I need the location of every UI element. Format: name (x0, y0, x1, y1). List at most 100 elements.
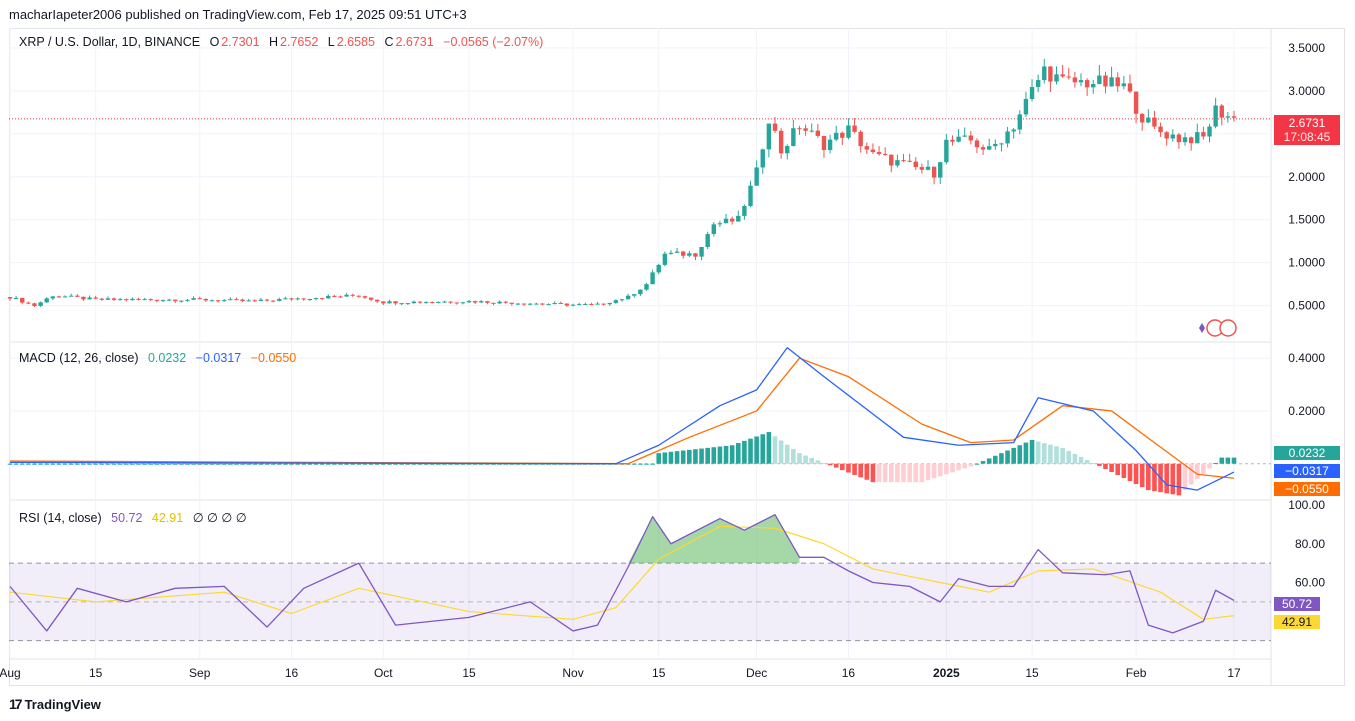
candle-body (1146, 117, 1151, 123)
candle-body (1042, 66, 1047, 81)
candle-body (889, 154, 894, 166)
macd-histogram-bar (148, 463, 154, 465)
macd-histogram-bar (301, 463, 307, 465)
candle-body (1023, 98, 1029, 115)
candle-body (130, 298, 135, 301)
candle-body (387, 301, 392, 304)
macd-line-value: −0.0317 (195, 351, 242, 365)
macd-histogram-bar (203, 463, 209, 465)
symbol-label[interactable]: XRP / U.S. Dollar, 1D, BINANCE (19, 35, 201, 49)
macd-histogram-bar (19, 463, 25, 465)
rsi-title[interactable]: RSI (14, close) (19, 511, 102, 525)
candle-body (944, 139, 949, 163)
macd-histogram-bar (699, 448, 704, 464)
macd-histogram-bar (974, 463, 980, 465)
candle-body (601, 303, 606, 305)
macd-histogram-bar (325, 463, 331, 465)
rsi-ma-value: 42.91 (151, 511, 184, 525)
macd-histogram-bar (1072, 453, 1078, 464)
macd-signal-value: −0.0550 (250, 351, 297, 365)
candle-body (919, 167, 925, 170)
macd-histogram-bar (436, 463, 441, 465)
candle-body (993, 143, 998, 147)
macd-signal-badge-text: −0.0550 (1285, 482, 1329, 496)
candle-body (350, 294, 355, 296)
macd-histogram-bar (1005, 450, 1010, 464)
candle-body (999, 143, 1004, 145)
rsi-overbought-fill (628, 514, 800, 564)
macd-histogram-bar (307, 463, 313, 465)
candle-body (729, 218, 735, 222)
candle-body (454, 302, 459, 304)
macd-histogram-bar (417, 463, 423, 465)
candle-body (1195, 132, 1200, 144)
candle-body (803, 128, 808, 131)
macd-histogram-bar (1133, 463, 1139, 485)
macd-legend: MACD (12, 26, close) 0.0232 −0.0317 −0.0… (19, 351, 298, 365)
candle-body (179, 300, 184, 302)
candle-body (534, 303, 539, 305)
candle-body (576, 304, 582, 306)
macd-histogram-bar (913, 463, 919, 483)
macd-histogram-bar (26, 463, 31, 465)
candle-body (1158, 126, 1163, 133)
macd-histogram-bar (1097, 463, 1102, 466)
macd-histogram-bar (32, 463, 37, 465)
candle-body (411, 301, 417, 304)
macd-histogram-bar (650, 463, 655, 465)
macd-histogram-bar (674, 451, 680, 464)
macd-histogram-bar (644, 463, 649, 465)
macd-histogram-bar (772, 436, 778, 464)
candle-body (1054, 74, 1059, 82)
macd-histogram-bar (797, 453, 802, 464)
candle-body (136, 298, 141, 300)
macd-histogram-bar (154, 463, 160, 465)
candle-body (148, 299, 153, 301)
candle-body (1060, 74, 1065, 77)
last-price-badge: 2.6731 17:08:45 (1274, 115, 1340, 145)
macd-histogram-bar (962, 463, 968, 469)
macd-histogram-bar (338, 463, 343, 465)
macd-histogram-bar (7, 463, 13, 465)
candle-body (301, 298, 306, 300)
macd-histogram-bar (289, 463, 294, 465)
macd-histogram-bar (209, 463, 215, 465)
candle-body (589, 304, 594, 306)
candle-body (632, 294, 637, 296)
macd-histogram-bar (846, 463, 851, 473)
x-tick-label: 17 (1227, 666, 1241, 680)
macd-histogram-bar (1201, 463, 1206, 474)
candle-body (852, 125, 857, 132)
macd-histogram-bar (821, 462, 827, 464)
tradingview-logo[interactable]: 17 TradingView (9, 696, 101, 712)
candle-body (277, 299, 282, 301)
macd-histogram-bar (228, 463, 233, 465)
macd-histogram-bar (270, 463, 276, 465)
candle-body (485, 301, 490, 303)
macd-histogram-bar (729, 445, 735, 464)
candle-body (1005, 131, 1010, 144)
candle-body (436, 302, 441, 304)
candle-body (81, 296, 86, 300)
macd-histogram-bar (760, 434, 766, 464)
macd-histogram-bar (485, 463, 490, 465)
macd-histogram-bar (295, 463, 300, 465)
candle-body (558, 303, 563, 305)
candle-body (717, 223, 723, 225)
macd-histogram-bar (515, 463, 521, 465)
macd-histogram-bar (1231, 457, 1237, 464)
candle-body (185, 299, 190, 301)
candle-body (583, 304, 588, 306)
candle-body (821, 135, 827, 151)
macd-histogram-bar (56, 463, 62, 465)
x-tick-label: Nov (562, 666, 583, 680)
macd-histogram-bar (638, 463, 643, 465)
candle-body (344, 294, 349, 297)
macd-title[interactable]: MACD (12, 26, close) (19, 351, 139, 365)
macd-histogram-bar (191, 463, 196, 465)
candle-body (93, 297, 98, 299)
candle-body (1103, 75, 1108, 87)
candle-body (442, 301, 447, 303)
macd-histogram-bar (99, 463, 105, 465)
